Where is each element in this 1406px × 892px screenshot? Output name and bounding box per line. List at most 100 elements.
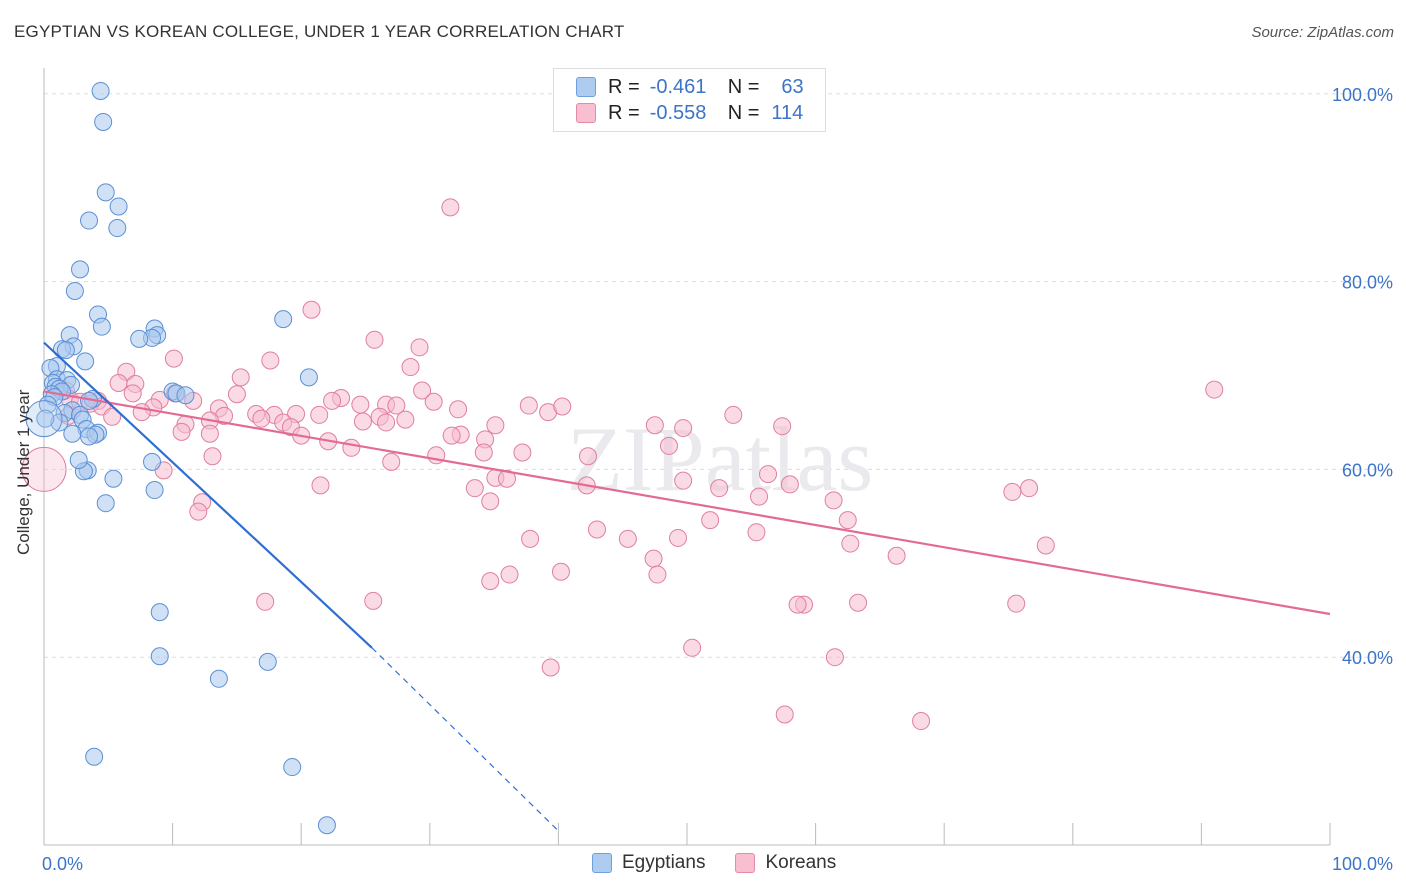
korean-point — [310, 405, 329, 424]
chart-title: EGYPTIAN VS KOREAN COLLEGE, UNDER 1 YEAR… — [14, 22, 625, 41]
y-tick-label: 40.0% — [1342, 648, 1393, 668]
korean-point — [132, 403, 151, 422]
egyptian-point — [130, 329, 149, 348]
korean-point — [674, 419, 693, 438]
korean-point — [825, 648, 844, 667]
legend-r-value: -0.558 — [649, 101, 707, 124]
korean-point — [497, 469, 516, 488]
legend-swatch-egyptians — [592, 853, 612, 873]
korean-point — [668, 528, 687, 547]
korean-point — [710, 479, 729, 498]
korean-point — [500, 565, 519, 584]
korean-point — [1020, 479, 1039, 498]
egyptian-point — [143, 452, 162, 471]
egyptian-point — [80, 427, 99, 446]
korean-point — [109, 374, 128, 392]
korean-point — [841, 534, 860, 553]
korean-point — [1036, 536, 1055, 555]
korean-point — [1007, 594, 1026, 613]
korean-point — [449, 400, 468, 419]
korean-point — [387, 396, 406, 415]
korean-point — [775, 705, 794, 724]
korean-point — [750, 487, 769, 506]
korean-point — [553, 397, 572, 416]
egyptian-point — [258, 652, 277, 671]
y-axis-label: College, Under 1 year — [14, 389, 33, 555]
korean-point — [474, 443, 493, 462]
egyptian-point — [299, 368, 318, 387]
egyptian-point — [63, 424, 82, 443]
korean-point — [519, 396, 538, 415]
korean-point — [551, 562, 570, 581]
egyptian-point — [91, 81, 110, 100]
x-tick-label: 100.0% — [1332, 854, 1393, 874]
y-tick-label: 100.0% — [1332, 85, 1393, 105]
korean-point — [231, 368, 250, 387]
egyptian-point — [209, 669, 228, 688]
korean-point — [227, 385, 246, 404]
korean-point — [648, 565, 667, 584]
y-tick-label: 60.0% — [1342, 460, 1393, 480]
legend-r-label: R = — [608, 75, 640, 98]
korean-point — [747, 523, 766, 542]
legend-item-koreans[interactable]: Koreans — [735, 852, 836, 874]
egyptian-point — [274, 310, 293, 329]
egyptian-point — [36, 409, 55, 428]
korean-point — [364, 591, 383, 610]
korean-point — [441, 198, 460, 217]
korean-point — [759, 465, 778, 484]
legend-label-koreans: Koreans — [765, 852, 837, 873]
source-label: Source: ZipAtlas.com — [1251, 24, 1394, 41]
korean-point — [618, 529, 637, 548]
legend-n-value: 63 — [781, 75, 804, 98]
series-legend: Egyptians Koreans — [592, 852, 866, 874]
korean-point — [513, 443, 532, 462]
legend-swatch-egyptians — [576, 77, 596, 97]
egyptian-point — [176, 386, 195, 405]
correlation-legend: R = -0.461 N = 63 R = -0.558 N = 114 — [553, 68, 826, 132]
egyptian-point — [65, 281, 84, 300]
egyptian-point — [71, 260, 90, 279]
korean-point — [200, 424, 219, 443]
korean-point — [164, 349, 183, 368]
korean-point — [261, 351, 280, 370]
korean-point — [645, 416, 664, 435]
egyptian-point — [76, 352, 95, 371]
korean-point — [1003, 482, 1022, 501]
legend-swatch-koreans — [735, 853, 756, 873]
korean-point — [849, 593, 868, 612]
korean-point — [123, 384, 142, 403]
korean-point — [396, 410, 415, 429]
tick-labels: 40.0% 60.0% 80.0% 100.0% 0.0% 100.0% — [42, 85, 1393, 874]
korean-point — [401, 358, 420, 377]
legend-r-value: -0.461 — [649, 75, 707, 98]
legend-n-label: N = — [727, 75, 760, 98]
legend-n-value: 114 — [771, 101, 804, 124]
korean-point — [541, 658, 560, 677]
legend-row-egyptians: R = -0.461 N = 63 — [576, 75, 804, 99]
korean-point — [587, 520, 606, 539]
korean-trend-line — [43, 390, 1331, 616]
egyptian-point — [96, 494, 115, 513]
korean-point — [365, 330, 384, 349]
egyptian-point — [94, 112, 113, 131]
egyptian-point — [283, 758, 302, 777]
korean-point — [351, 395, 370, 414]
korean-point — [824, 491, 843, 510]
egyptian-point — [104, 469, 123, 488]
legend-item-egyptians[interactable]: Egyptians — [592, 852, 705, 874]
y-tick-label: 80.0% — [1342, 273, 1393, 293]
x-tick-label: 0.0% — [42, 854, 83, 874]
korean-point — [701, 511, 720, 530]
korean-point — [382, 452, 401, 471]
korean-point — [521, 529, 540, 548]
korean-point — [189, 502, 208, 521]
egyptian-point — [96, 183, 115, 202]
korean-point — [203, 447, 222, 466]
korean-point — [172, 422, 191, 441]
korean-point — [788, 595, 807, 614]
legend-swatch-koreans — [576, 103, 596, 123]
korean-point — [377, 413, 396, 432]
korean-point — [353, 412, 372, 431]
